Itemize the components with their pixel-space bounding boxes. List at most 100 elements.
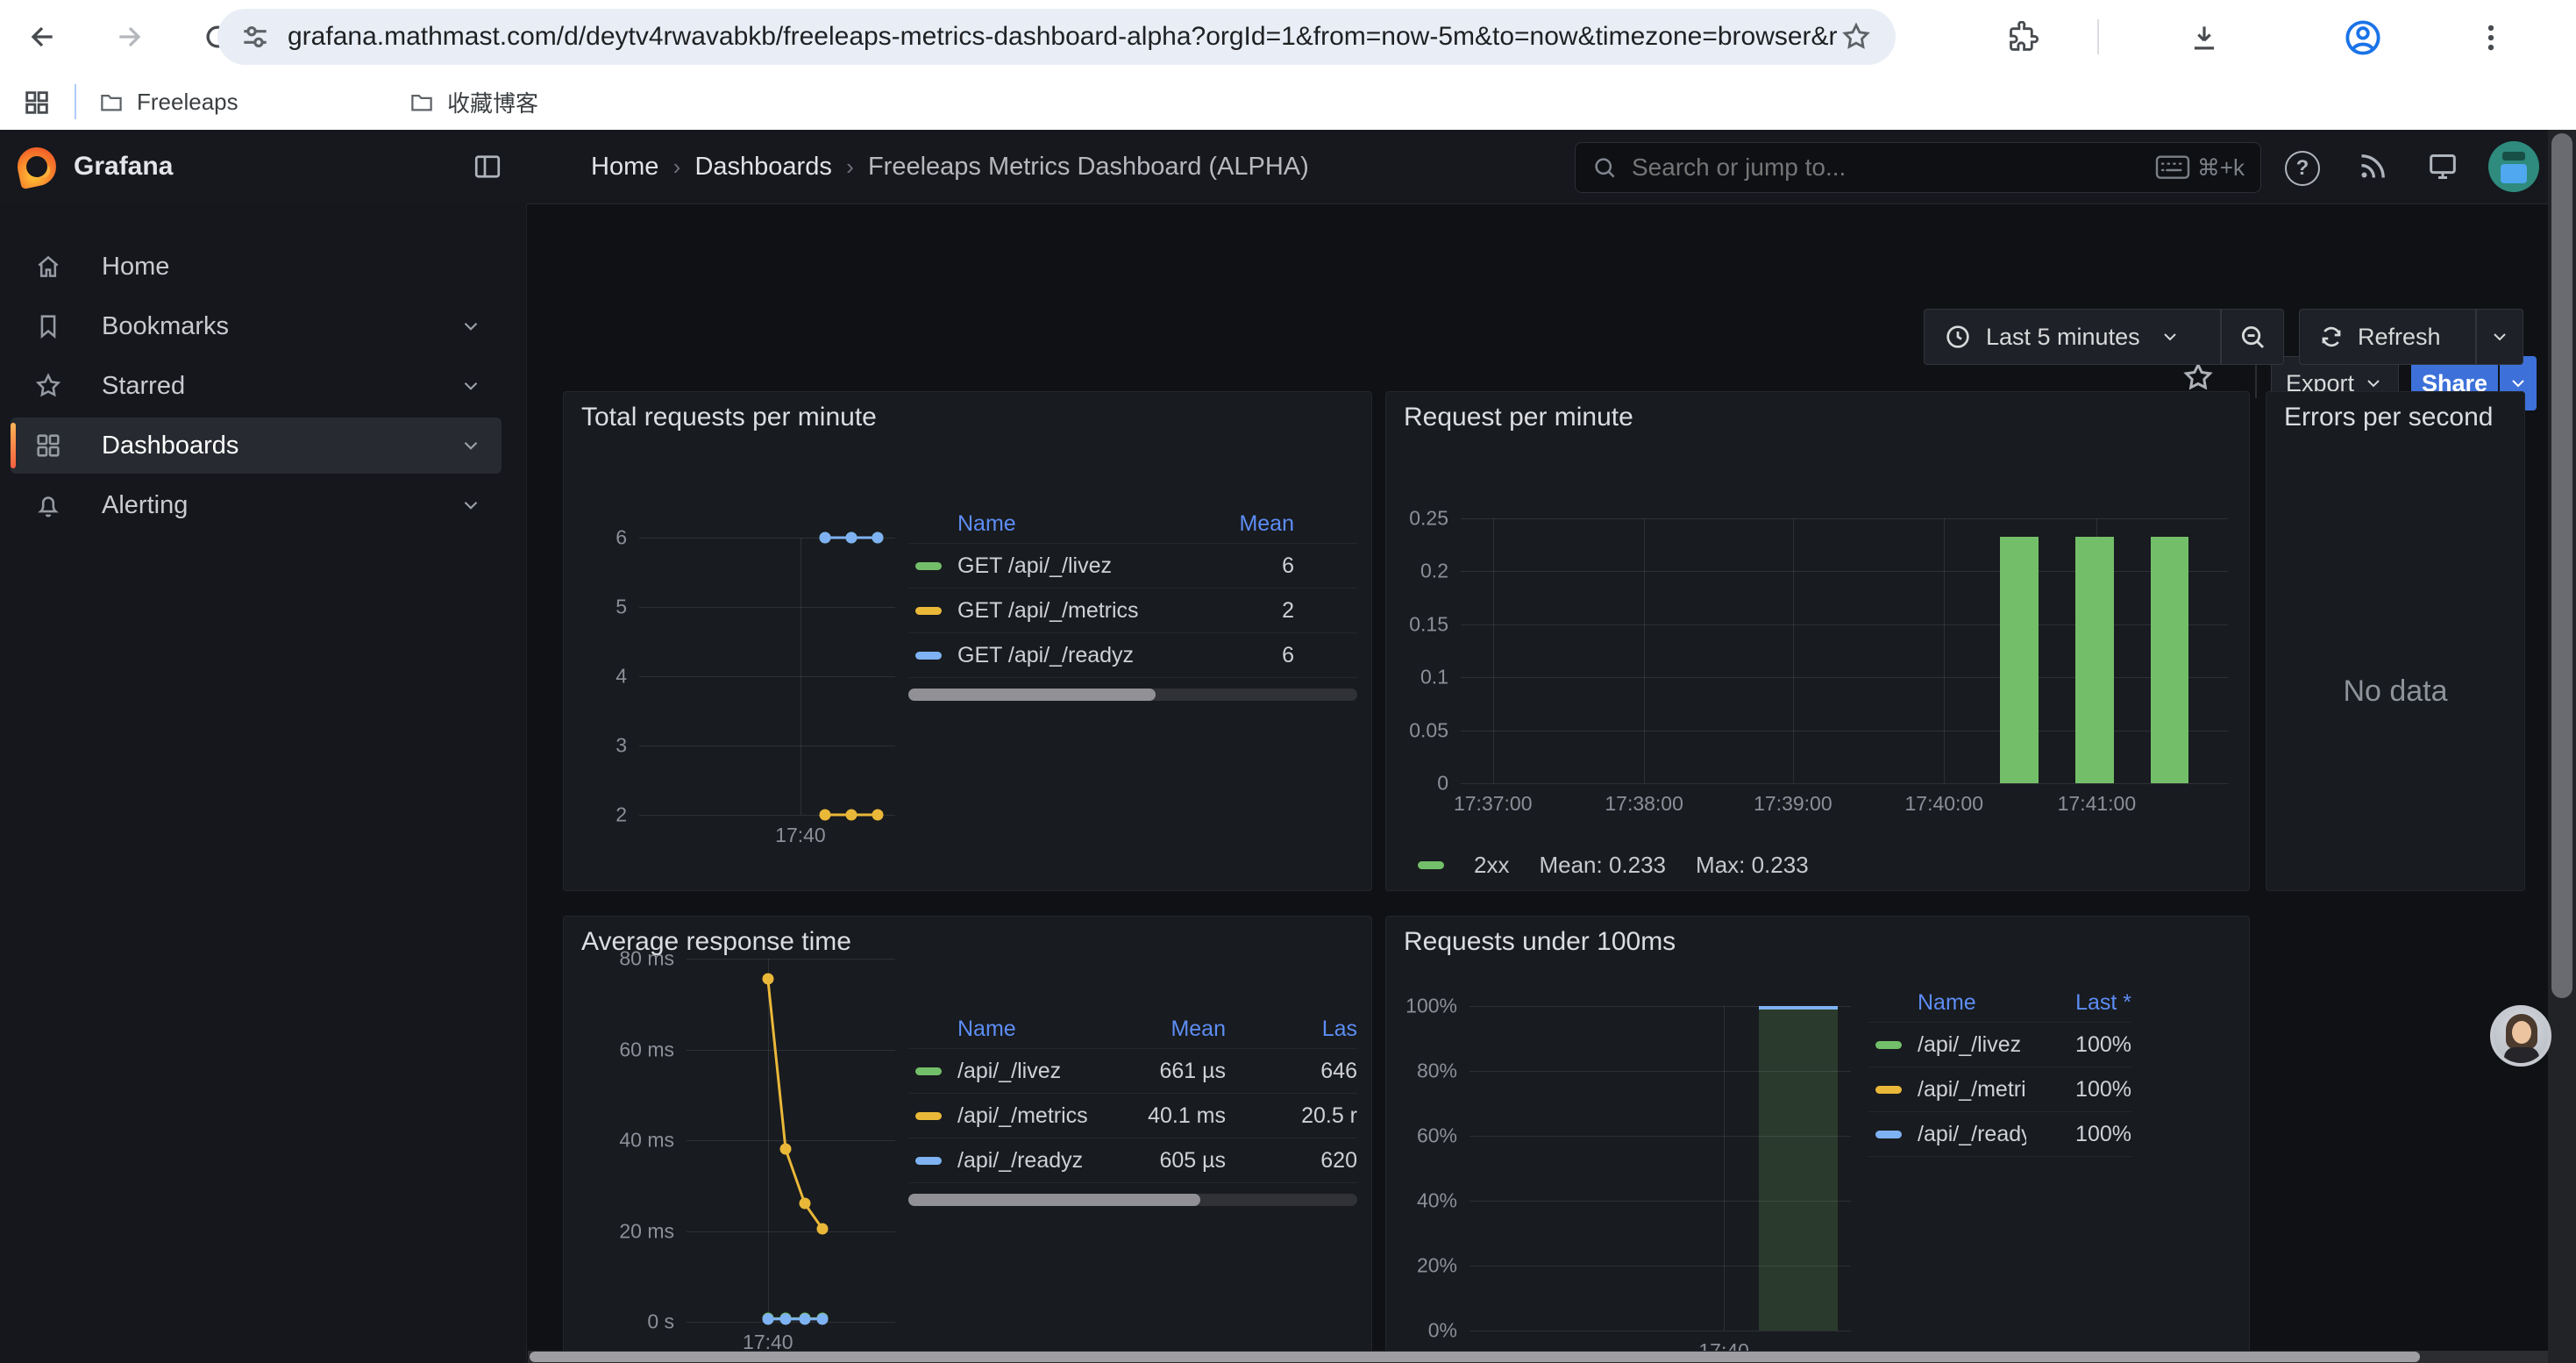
- zoom-out-icon[interactable]: [2238, 322, 2267, 352]
- time-range-label[interactable]: Last 5 minutes: [1986, 323, 2140, 350]
- bookmark-item[interactable]: Freeleaps: [98, 82, 238, 121]
- breadcrumb-separator: ›: [839, 153, 860, 180]
- gridline-vertical: [1792, 518, 1794, 783]
- gridline-horizontal: [1469, 1266, 1851, 1267]
- series-value: 646: [1320, 1058, 1357, 1083]
- panel-total-requests[interactable]: Total requests per minute 6 5 4 3 2 17:40 Nam…: [563, 391, 1372, 891]
- y-tick-label: 100%: [1405, 994, 1457, 1017]
- panel-request-per-minute[interactable]: Request per minute 0.25 0.2 0.15 0.1 0.05 0 17…: [1385, 391, 2250, 891]
- x-tick-label: 17:38:00: [1605, 792, 1683, 815]
- chart-average-response-time: 80 ms 60 ms 40 ms 20 ms 0 s 17:40: [619, 947, 895, 1353]
- legend-header[interactable]: Mean: [1171, 1016, 1226, 1041]
- series-name[interactable]: /api/_/livez: [957, 1058, 1062, 1083]
- legend-header[interactable]: Name: [1918, 989, 1976, 1015]
- sidebar-item-label: Dashboards: [102, 431, 239, 460]
- legend-scrollbar[interactable]: [908, 1194, 1357, 1206]
- legend-row[interactable]: /api/_/readyz 605 µs 620: [908, 1138, 1357, 1183]
- panel-title: Average response time: [581, 927, 851, 956]
- chevron-down-icon[interactable]: [2489, 326, 2510, 347]
- favorite-star-icon[interactable]: [2181, 360, 2216, 395]
- series-name[interactable]: /api/_/metrics: [957, 1103, 1088, 1128]
- legend-header[interactable]: Las: [1321, 1016, 1357, 1041]
- series-name[interactable]: GET /api/_/metrics: [957, 597, 1139, 623]
- series-stat: Mean: 0.233: [1539, 852, 1667, 878]
- legend-header[interactable]: Mean: [1239, 510, 1294, 536]
- legend-row[interactable]: GET /api/_/metrics 2: [908, 589, 1357, 633]
- site-settings-icon[interactable]: [238, 20, 272, 54]
- back-icon[interactable]: [25, 19, 60, 54]
- data-point: [779, 1143, 792, 1155]
- profile-icon[interactable]: [2343, 18, 2383, 58]
- legend-row[interactable]: GET /api/_/livez 6: [908, 544, 1357, 589]
- search-input[interactable]: [1630, 153, 2155, 182]
- chevron-down-icon[interactable]: [2160, 326, 2181, 347]
- breadcrumb-item[interactable]: Home: [591, 152, 659, 181]
- chart-request-per-minute: 0.25 0.2 0.15 0.1 0.05 0 17:37:00 17:38:00 17:39…: [1409, 507, 2228, 815]
- sidebar-item-bookmarks[interactable]: Bookmarks: [11, 298, 502, 354]
- rss-icon[interactable]: [2355, 149, 2390, 184]
- series-stat: Max: 0.233: [1696, 852, 1809, 878]
- gridline-horizontal: [639, 676, 895, 677]
- refresh-icon[interactable]: [2317, 323, 2345, 351]
- x-tick-label: 17:40: [743, 1331, 793, 1353]
- forward-icon[interactable]: [112, 19, 147, 54]
- series-name[interactable]: 2xx: [1474, 852, 1510, 878]
- monitor-icon[interactable]: [2425, 149, 2460, 184]
- panel-average-response-time[interactable]: Average response time 80 ms 60 ms 40 ms 20 …: [563, 916, 1372, 1363]
- downloads-icon[interactable]: [2188, 21, 2221, 54]
- legend-header-row: Name Mean Las: [908, 1010, 1357, 1049]
- panel-title: Requests under 100ms: [1404, 927, 1676, 956]
- breadcrumb-item[interactable]: Freeleaps Metrics Dashboard (ALPHA): [867, 152, 1309, 181]
- no-data-label: No data: [2343, 674, 2448, 708]
- address-bar[interactable]: [217, 9, 1896, 65]
- sidebar-item-starred[interactable]: Starred: [11, 358, 502, 414]
- series-name[interactable]: /api/_/readyz: [957, 1147, 1084, 1173]
- data-point: [872, 532, 884, 544]
- page-scrollbar-thumb[interactable]: [2551, 133, 2572, 998]
- help-icon[interactable]: ?: [2285, 151, 2320, 186]
- apps-grid-icon[interactable]: [22, 88, 52, 118]
- legend-row[interactable]: /api/_/metrics 100%: [1868, 1067, 2131, 1112]
- series-name[interactable]: GET /api/_/livez: [957, 553, 1113, 578]
- menu-dots-icon[interactable]: [2474, 21, 2508, 54]
- series-name[interactable]: /api/_/livez: [1918, 1031, 2022, 1057]
- refresh-label[interactable]: Refresh: [2358, 323, 2441, 350]
- series-name[interactable]: /api/_/metrics: [1918, 1076, 2026, 1102]
- series-name[interactable]: /api/_/readyz: [1918, 1121, 2026, 1146]
- legend-row[interactable]: /api/_/livez 100%: [1868, 1023, 2131, 1067]
- y-tick-label: 0.1: [1420, 665, 1448, 689]
- assistant-avatar[interactable]: [2490, 1005, 2551, 1067]
- legend-scrollbar[interactable]: [908, 689, 1357, 701]
- breadcrumb-item[interactable]: Dashboards: [694, 152, 832, 181]
- legend-row[interactable]: /api/_/readyz 100%: [1868, 1112, 2131, 1157]
- legend-row[interactable]: /api/_/metrics 40.1 ms 20.5 r: [908, 1094, 1357, 1138]
- panel-errors-per-second[interactable]: Errors per second No data: [2266, 391, 2525, 891]
- legend-header[interactable]: Name: [957, 1016, 1016, 1041]
- url-input[interactable]: [286, 21, 1839, 53]
- series-name[interactable]: GET /api/_/readyz: [957, 642, 1135, 667]
- grafana-logo-icon[interactable]: [13, 143, 60, 190]
- horizontal-scrollbar[interactable]: [528, 1351, 2548, 1363]
- sidebar-collapse-icon[interactable]: [472, 151, 503, 182]
- data-point: [762, 973, 774, 985]
- series-color-dash: [915, 1067, 942, 1075]
- gridline-horizontal: [1461, 518, 2228, 519]
- sidebar-item-dashboards[interactable]: Dashboards: [11, 417, 502, 474]
- panel-requests-under-100ms[interactable]: Requests under 100ms 100% 80% 60% 40% 20% 0% 1…: [1385, 916, 2250, 1363]
- legend-row[interactable]: /api/_/livez 661 µs 646: [908, 1049, 1357, 1094]
- gridline-horizontal: [687, 1049, 895, 1051]
- search-shortcut: ⌘+k: [2196, 153, 2245, 181]
- sidebar-item-home[interactable]: Home: [11, 239, 502, 295]
- gridline-horizontal: [1469, 1071, 1851, 1072]
- legend-header[interactable]: Name: [957, 510, 1016, 536]
- sidebar-item-alerting[interactable]: Alerting: [11, 477, 502, 533]
- legend-row[interactable]: GET /api/_/readyz 6: [908, 633, 1357, 678]
- bookmark-star-icon[interactable]: [1839, 20, 1873, 54]
- legend-header[interactable]: Last *: [2075, 989, 2131, 1015]
- extensions-icon[interactable]: [2006, 21, 2039, 54]
- series-value: 6: [1282, 553, 1294, 578]
- bookmark-item[interactable]: 收藏博客: [409, 82, 538, 121]
- user-avatar[interactable]: [2488, 141, 2539, 192]
- gridline-horizontal: [639, 538, 895, 539]
- search-box[interactable]: ⌘+k: [1575, 142, 2261, 193]
